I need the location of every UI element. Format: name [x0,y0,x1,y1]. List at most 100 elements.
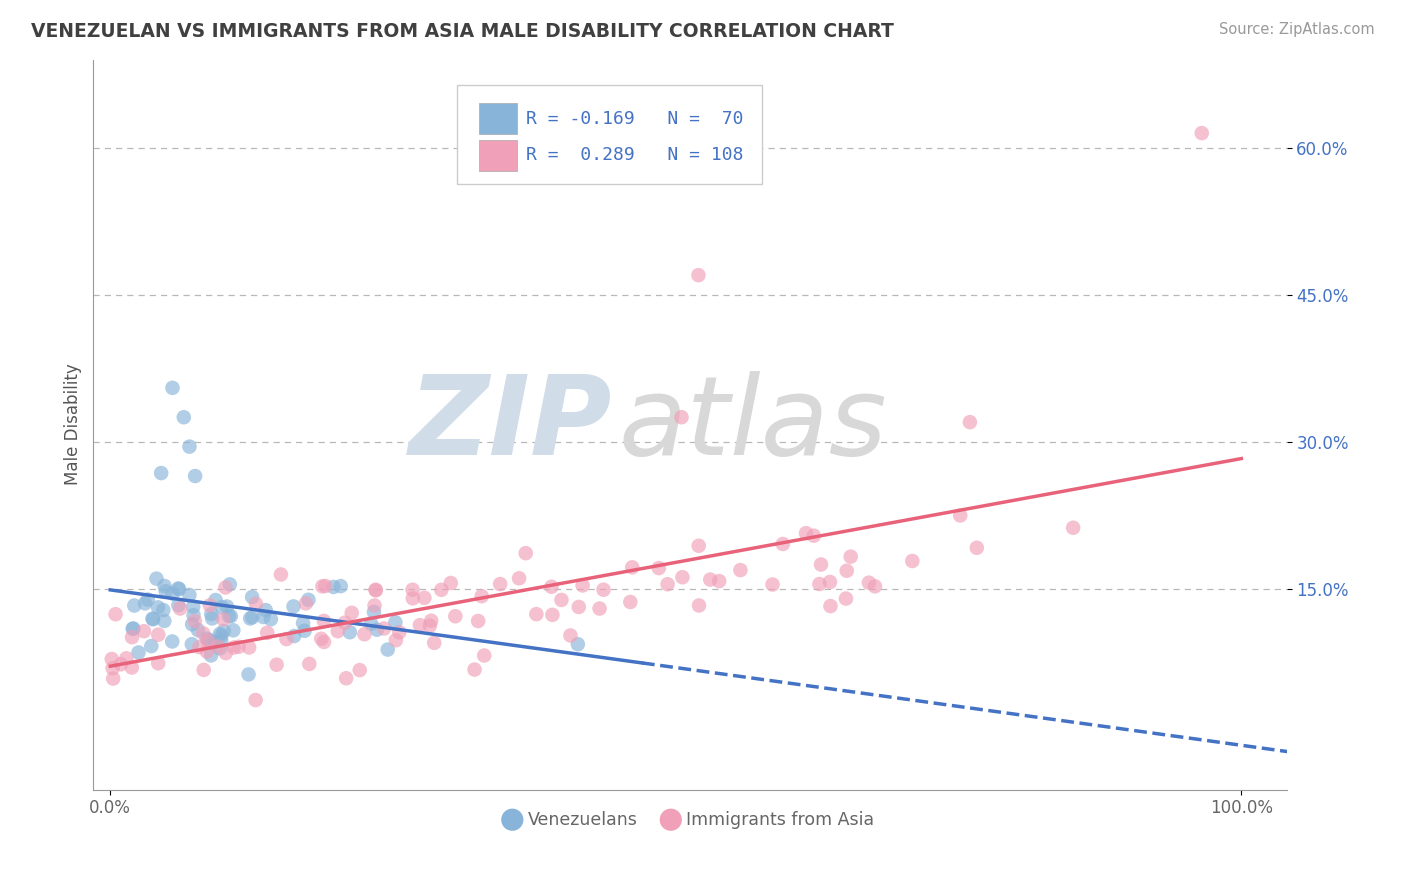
Point [402,591,425,606]
Point [238,667,260,681]
Point [200,648,222,663]
Point [101,672,124,686]
Point [152,603,174,617]
Point [128,645,150,659]
Point [464,663,486,677]
Point [373,622,395,636]
Point [730,563,752,577]
Point [835,564,858,578]
Text: atlas: atlas [619,371,887,478]
Point [808,577,831,591]
Point [339,625,361,640]
Point [173,410,195,425]
Point [222,624,245,638]
Point [858,575,880,590]
Point [184,614,207,628]
Point [419,618,441,632]
Text: R =  0.289   N = 108: R = 0.289 N = 108 [526,146,744,164]
Point [772,537,794,551]
Point [141,612,163,626]
Point [298,657,321,671]
Point [181,599,204,614]
Point [184,469,207,483]
Point [540,580,562,594]
Point [218,577,240,591]
Point [839,549,862,564]
Point [179,588,201,602]
Point [219,609,242,624]
Point [671,410,693,425]
Point [515,546,537,560]
Point [198,599,221,613]
Point [472,648,495,663]
Point [363,605,385,619]
Point [209,633,232,648]
Point [212,624,235,638]
Point [568,599,591,614]
Point [142,612,165,626]
Point [311,579,333,593]
Point [201,611,224,625]
Point [222,640,245,655]
Point [388,625,411,640]
Point [193,626,215,640]
Point [153,614,176,628]
Point [254,603,277,617]
Point [115,651,138,665]
Point [270,567,292,582]
Point [146,600,169,615]
Point [195,645,218,659]
Point [187,623,209,637]
Point [818,574,841,589]
Point [240,610,263,624]
FancyBboxPatch shape [479,103,517,134]
Point [148,657,170,671]
Point [901,554,924,568]
Point [150,466,173,480]
Point [181,617,204,632]
Point [211,600,233,615]
Point [489,577,512,591]
Point [207,640,229,654]
Point [122,622,145,636]
Point [761,577,783,591]
Point [353,627,375,641]
Point [110,657,132,672]
Point [423,636,446,650]
Point [132,624,155,639]
Point [167,582,190,596]
Point [550,593,572,607]
Point [204,635,226,649]
Point [134,596,156,610]
Point [283,629,305,643]
Point [228,640,250,654]
Point [311,632,333,646]
Point [430,582,453,597]
Point [162,586,184,600]
Text: VENEZUELAN VS IMMIGRANTS FROM ASIA MALE DISABILITY CORRELATION CHART: VENEZUELAN VS IMMIGRANTS FROM ASIA MALE … [31,22,894,41]
Point [567,637,589,651]
Point [169,601,191,615]
Text: ZIP: ZIP [409,371,613,478]
Point [329,579,352,593]
Point [959,415,981,429]
FancyBboxPatch shape [457,85,762,184]
Point [364,582,387,597]
Point [294,624,316,638]
Point [385,633,408,648]
FancyBboxPatch shape [479,140,517,170]
Point [136,592,159,607]
Point [794,526,817,541]
Point [335,671,357,685]
Point [349,663,371,677]
Point [508,571,530,585]
Point [541,607,564,622]
Point [295,596,318,610]
Point [810,558,832,572]
Point [198,633,221,648]
Point [835,591,858,606]
Point [252,610,274,624]
Point [195,632,218,646]
Point [949,508,972,523]
Point [239,611,262,625]
